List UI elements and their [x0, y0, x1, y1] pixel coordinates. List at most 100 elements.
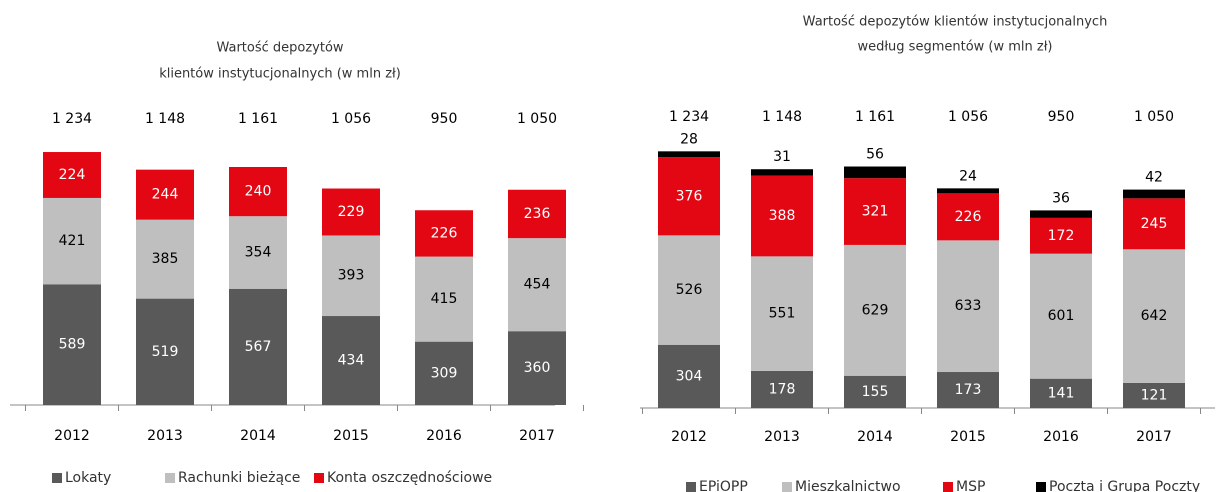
bar-segment [229, 288, 287, 405]
bar-segment [658, 344, 720, 408]
bar-segment [1123, 198, 1185, 250]
data-label: 28 [680, 131, 698, 147]
bar-segment [229, 166, 287, 217]
data-label: 393 [338, 268, 365, 284]
data-label: 388 [769, 208, 796, 224]
legend-label: EPiOPP [699, 479, 748, 492]
bar-segment [751, 169, 813, 176]
bar-segment [1030, 378, 1092, 408]
bar-segment [937, 372, 999, 408]
data-label: 454 [524, 277, 551, 293]
data-label: 226 [431, 225, 458, 241]
data-label: 236 [524, 206, 551, 222]
data-label: 245 [1141, 216, 1168, 232]
bar-segment [43, 284, 101, 405]
x-tick-label: 2015 [950, 429, 986, 445]
data-label: 173 [955, 382, 982, 398]
bar-segment [658, 235, 720, 345]
total-label: 950 [1048, 109, 1075, 125]
bar-segment [1123, 249, 1185, 383]
bar-segment [508, 189, 566, 239]
bar-segment [751, 256, 813, 371]
bar-segment [508, 331, 566, 405]
bar-segment [229, 216, 287, 289]
total-label: 1 056 [331, 111, 371, 127]
bar-segment [844, 166, 906, 179]
data-label: 601 [1048, 308, 1075, 324]
x-tick-label: 2017 [519, 428, 555, 444]
x-tick-label: 2016 [426, 428, 462, 444]
legend-swatch [165, 473, 175, 483]
data-label: 567 [245, 339, 272, 355]
bar-segment [508, 238, 566, 332]
bar-segment [1030, 210, 1092, 218]
legend-swatch [1036, 482, 1046, 492]
bar-segment [937, 240, 999, 373]
data-label: 642 [1141, 308, 1168, 324]
total-label: 1 234 [52, 111, 92, 127]
data-label: 24 [959, 168, 977, 184]
data-label: 178 [769, 381, 796, 397]
bar-segment [415, 210, 473, 257]
bar-segment [136, 298, 194, 405]
total-label: 1 050 [517, 111, 557, 127]
legend-swatch [314, 473, 324, 483]
legend-label: Poczta i Grupa Poczty [1049, 479, 1200, 492]
data-label: 155 [862, 384, 889, 400]
bar-segment [415, 341, 473, 405]
x-tick-label: 2013 [147, 428, 183, 444]
bar-segment [136, 219, 194, 299]
bar-segment [322, 235, 380, 317]
bar-segment [751, 175, 813, 257]
bar-segment [1123, 382, 1185, 408]
chart-title: Wartość depozytów [216, 41, 343, 56]
legend-label: Konta oszczędnościowe [327, 470, 492, 486]
data-label: 360 [524, 360, 551, 376]
chart-title: według segmentów (w mln zł) [857, 40, 1052, 55]
total-label: 1 234 [669, 109, 709, 125]
legend-label: MSP [956, 479, 985, 492]
x-tick-label: 2014 [240, 428, 276, 444]
x-tick-label: 2012 [671, 429, 707, 445]
total-label: 1 161 [238, 111, 278, 127]
data-label: 226 [955, 209, 982, 225]
data-label: 415 [431, 291, 458, 307]
data-label: 224 [59, 167, 86, 183]
total-label: 1 148 [762, 109, 802, 125]
bar-segment [415, 256, 473, 342]
x-tick-label: 2012 [54, 428, 90, 444]
bar-segment [136, 169, 194, 220]
data-label: 309 [431, 365, 458, 381]
x-tick-label: 2016 [1043, 429, 1079, 445]
legend-swatch [943, 482, 953, 492]
legend-label: Mieszkalnictwo [795, 479, 901, 492]
bar-segment [43, 197, 101, 285]
chart-title: klientów instytucjonalnych (w mln zł) [159, 67, 401, 82]
data-label: 434 [338, 353, 365, 369]
x-tick-label: 2017 [1136, 429, 1172, 445]
data-label: 385 [152, 251, 179, 267]
data-label: 376 [676, 188, 703, 204]
bar-segment [1030, 217, 1092, 254]
data-label: 121 [1141, 387, 1168, 403]
data-label: 629 [862, 302, 889, 318]
data-label: 36 [1052, 190, 1070, 206]
bar-segment [322, 188, 380, 236]
data-label: 421 [59, 233, 86, 249]
total-label: 950 [431, 111, 458, 127]
data-label: 240 [245, 184, 272, 200]
total-label: 1 161 [855, 109, 895, 125]
data-label: 56 [866, 147, 884, 163]
data-label: 172 [1048, 228, 1075, 244]
data-label: 229 [338, 204, 365, 220]
total-label: 1 056 [948, 109, 988, 125]
legend-swatch [782, 482, 792, 492]
bar-segment [1030, 253, 1092, 379]
data-label: 244 [152, 187, 179, 203]
x-tick-label: 2015 [333, 428, 369, 444]
data-label: 42 [1145, 170, 1163, 186]
bar-segment [937, 188, 999, 194]
data-label: 519 [152, 344, 179, 360]
data-label: 633 [955, 298, 982, 314]
